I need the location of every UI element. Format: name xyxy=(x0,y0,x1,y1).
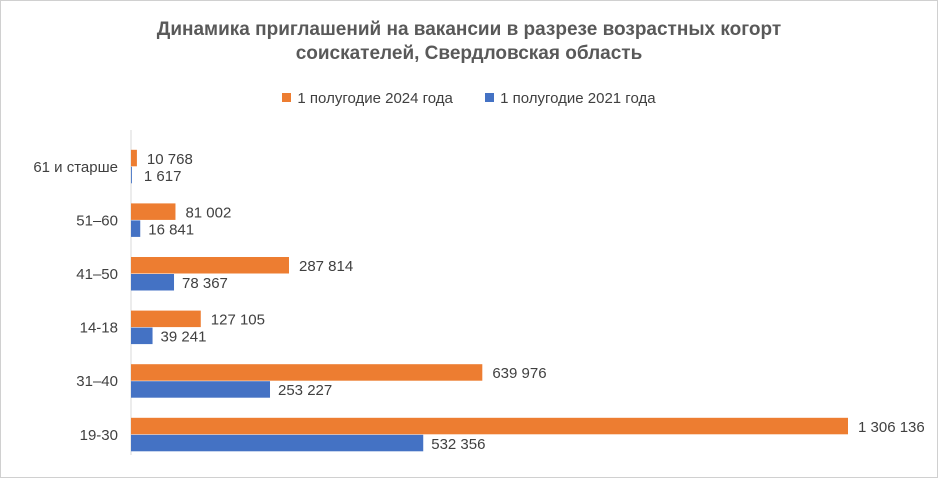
data-label: 253 227 xyxy=(278,382,332,399)
data-label: 16 841 xyxy=(148,221,194,238)
category-label: 31–40 xyxy=(76,373,118,390)
data-label: 287 814 xyxy=(299,258,353,275)
bar-2021 xyxy=(131,220,141,237)
chart-title-line: соискателей, Свердловская область xyxy=(295,43,643,64)
bar-2024 xyxy=(131,364,483,381)
category-label: 14-18 xyxy=(80,320,118,337)
legend: 1 полугодие 2024 года 1 полугодие 2021 г… xyxy=(0,90,938,107)
bar-2024 xyxy=(131,257,289,274)
data-label: 532 356 xyxy=(431,436,485,453)
bar-2021 xyxy=(131,274,175,291)
bar-2021 xyxy=(131,434,424,452)
data-label: 10 768 xyxy=(147,151,193,168)
data-label: 81 002 xyxy=(185,204,231,221)
legend-item-2021: 1 полугодие 2021 года xyxy=(485,90,656,107)
chart-title-line: Динамика приглашений на вакансии в разре… xyxy=(156,19,782,40)
bar-2021 xyxy=(131,327,153,345)
data-label: 127 105 xyxy=(211,312,265,329)
bar-2021 xyxy=(131,166,132,184)
legend-label: 1 полугодие 2021 года xyxy=(500,90,656,107)
category-label: 19-30 xyxy=(80,427,118,444)
category-label: 51–60 xyxy=(76,212,118,229)
legend-label: 1 полугодие 2024 года xyxy=(297,90,453,107)
data-label: 39 241 xyxy=(161,329,207,346)
category-label: 41–50 xyxy=(76,266,118,283)
bar-2021 xyxy=(131,381,271,398)
data-label: 1 617 xyxy=(144,168,182,185)
bar-2024 xyxy=(131,310,201,328)
data-label: 78 367 xyxy=(182,275,228,292)
chart-title: Динамика приглашений на вакансии в разре… xyxy=(0,18,938,66)
legend-swatch xyxy=(282,93,292,102)
bar-2024 xyxy=(131,203,176,220)
legend-swatch xyxy=(485,93,495,102)
legend-item-2024: 1 полугодие 2024 года xyxy=(282,90,453,107)
data-label: 639 976 xyxy=(492,365,546,382)
bar-2024 xyxy=(131,149,137,167)
bar-2024 xyxy=(131,417,848,435)
category-label: 61 и старше xyxy=(33,159,118,176)
data-label: 1 306 136 xyxy=(858,419,925,436)
